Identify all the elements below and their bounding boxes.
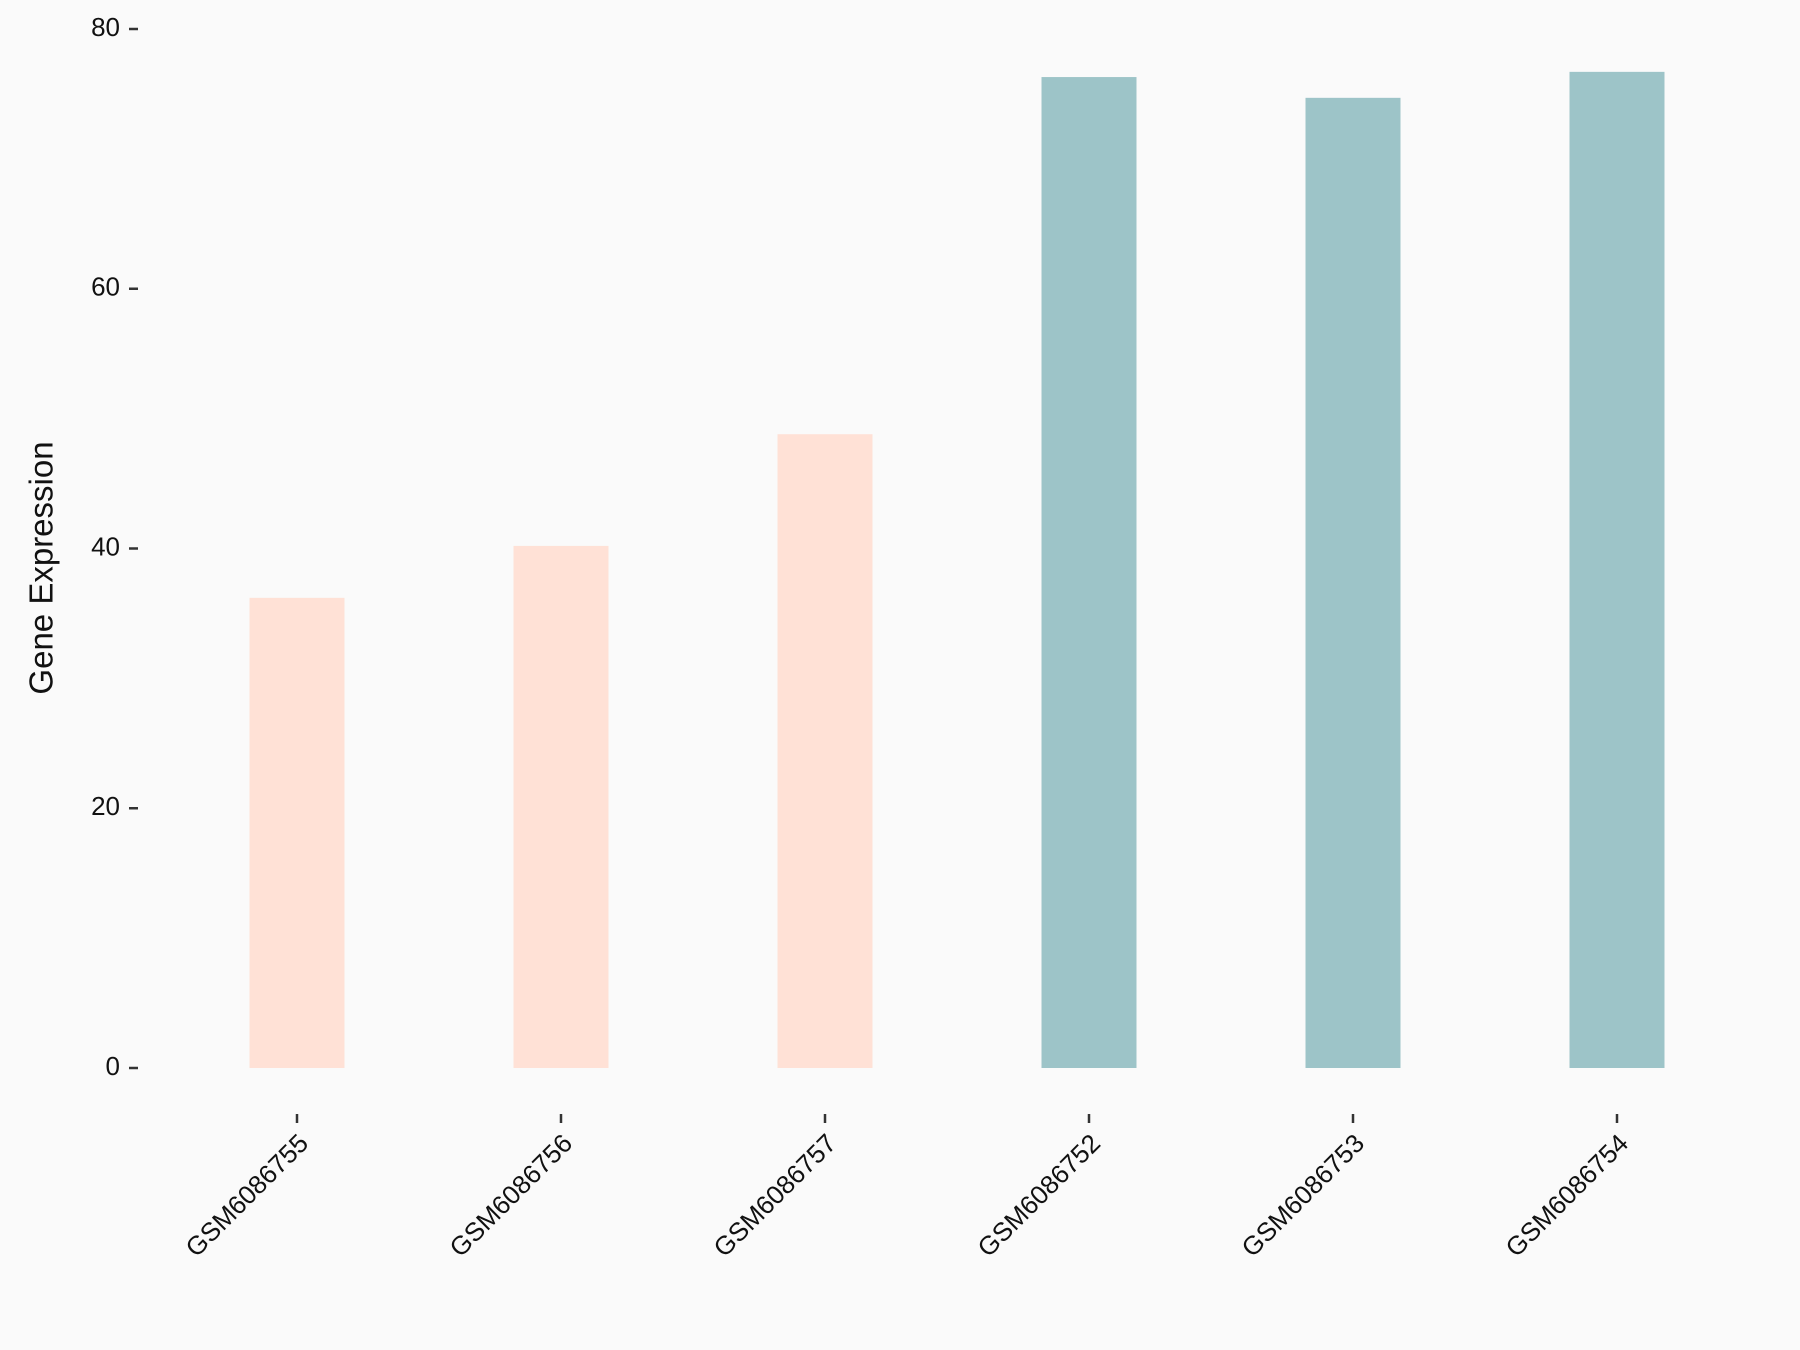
bar [513, 545, 609, 1068]
y-tick-label: 80 [91, 12, 120, 42]
y-tick-label: 20 [91, 791, 120, 821]
bar [1305, 97, 1401, 1069]
y-tick-label: 40 [91, 531, 120, 561]
bar [249, 597, 345, 1068]
bar [1041, 77, 1137, 1068]
y-axis-title: Gene Expression [23, 441, 60, 694]
bar [1569, 71, 1665, 1068]
y-tick-label: 60 [91, 272, 120, 302]
bar [777, 434, 873, 1069]
y-tick-label: 0 [106, 1051, 120, 1081]
